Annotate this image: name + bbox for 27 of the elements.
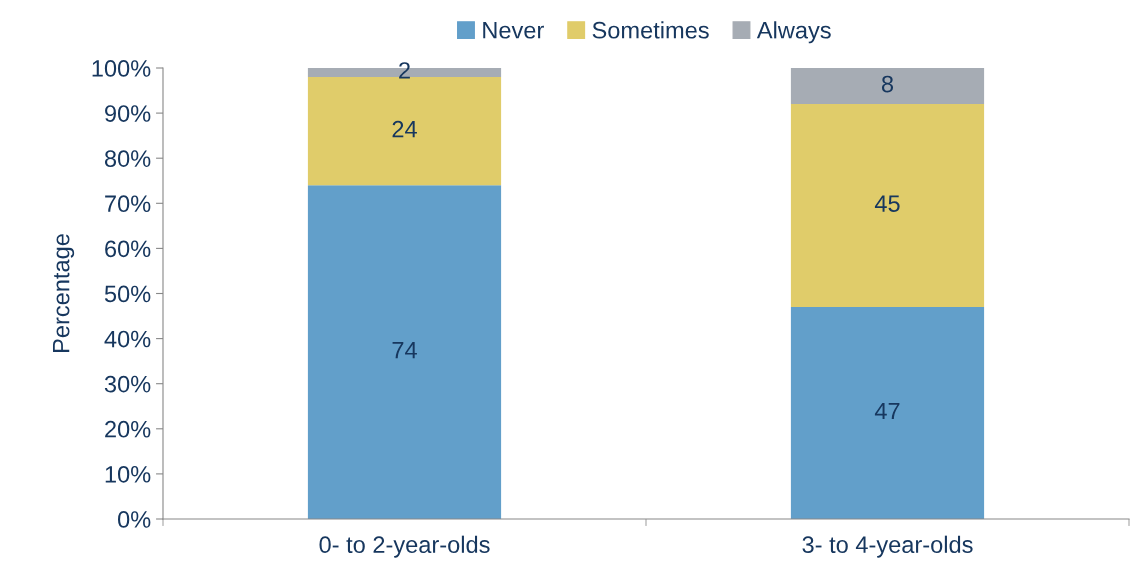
- bar: [307, 77, 502, 186]
- y-tick-label: 30%: [104, 375, 151, 393]
- data-label: 8: [881, 75, 894, 93]
- data-label: 47: [874, 402, 900, 420]
- x-tick-label: 0- to 2-year-olds: [319, 535, 490, 558]
- x-tick-label: 3- to 4-year-olds: [802, 535, 973, 558]
- y-tick-label: 50%: [104, 285, 151, 303]
- y-tick-label: 0%: [117, 511, 151, 528]
- y-tick-label: 80%: [104, 150, 151, 167]
- y-tick-label: 40%: [104, 330, 151, 348]
- bar: [790, 307, 985, 519]
- legend-label: Sometimes: [592, 21, 709, 39]
- data-label: 45: [874, 195, 900, 212]
- y-tick-label: 10%: [105, 465, 151, 483]
- y-axis-title: Percentage: [53, 234, 75, 352]
- data-label: 74: [392, 341, 417, 359]
- y-tick-label: 70%: [105, 195, 151, 213]
- legend-label: Always: [756, 21, 831, 44]
- y-tick-label: 100%: [92, 60, 151, 77]
- data-label: 24: [392, 120, 417, 138]
- bar: [790, 104, 985, 308]
- y-tick-label: 90%: [105, 105, 151, 122]
- bar: [790, 68, 985, 105]
- y-tick-label: 20%: [105, 420, 151, 438]
- bar: [307, 185, 502, 519]
- y-tick-label: 60%: [105, 240, 151, 258]
- legend-label: Never: [483, 22, 544, 39]
